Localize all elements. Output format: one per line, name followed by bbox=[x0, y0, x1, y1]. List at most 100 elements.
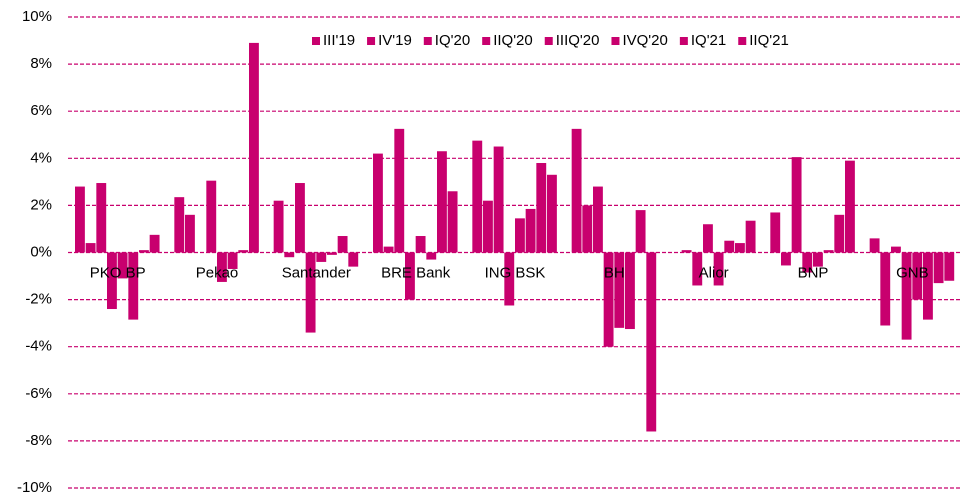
bar bbox=[472, 140, 483, 253]
bar bbox=[735, 243, 745, 253]
bar bbox=[149, 234, 160, 253]
y-tick-label: 8% bbox=[30, 55, 52, 72]
bar bbox=[394, 128, 405, 253]
bar bbox=[869, 238, 880, 253]
bar bbox=[504, 252, 515, 306]
bar bbox=[703, 224, 713, 253]
bar bbox=[813, 252, 823, 267]
bar bbox=[635, 210, 646, 253]
legend-swatch bbox=[312, 37, 320, 45]
bar bbox=[316, 252, 327, 262]
bar bbox=[273, 200, 284, 253]
bar bbox=[437, 151, 447, 253]
bar bbox=[536, 163, 547, 253]
x-tick-label: GNB bbox=[896, 264, 929, 281]
x-tick-label: Alior bbox=[699, 264, 729, 281]
bar bbox=[426, 252, 437, 260]
legend-swatch bbox=[482, 37, 491, 45]
bar bbox=[781, 252, 791, 266]
bar bbox=[337, 236, 348, 253]
bar bbox=[603, 252, 614, 347]
bar bbox=[933, 252, 944, 284]
bar bbox=[227, 252, 238, 269]
bar bbox=[547, 174, 557, 253]
bar bbox=[447, 191, 458, 253]
bar bbox=[117, 252, 128, 279]
legend-label: IVQ'20 bbox=[622, 32, 667, 49]
bar bbox=[845, 160, 855, 253]
bar bbox=[206, 180, 217, 253]
bar bbox=[525, 208, 536, 253]
bar bbox=[571, 128, 582, 253]
legend-label: IV'19 bbox=[378, 32, 412, 49]
legend-label: IIQ'21 bbox=[749, 32, 789, 49]
legend-label: IIIQ'20 bbox=[556, 32, 600, 49]
legend-label: IQ'20 bbox=[435, 32, 470, 49]
bar bbox=[901, 252, 912, 340]
x-tick-label: BH bbox=[604, 264, 625, 281]
legend-label: III'19 bbox=[323, 32, 355, 49]
y-tick-label: 4% bbox=[30, 149, 52, 166]
y-tick-label: 6% bbox=[30, 102, 52, 119]
y-tick-label: -8% bbox=[25, 432, 52, 449]
bar bbox=[745, 220, 756, 253]
legend-label: IIQ'20 bbox=[493, 32, 533, 49]
bar bbox=[327, 252, 337, 255]
bar bbox=[614, 252, 625, 328]
y-tick-label: 2% bbox=[30, 196, 52, 213]
bar bbox=[249, 42, 259, 253]
bar bbox=[834, 214, 845, 253]
bar bbox=[891, 246, 901, 253]
y-tick-label: 10% bbox=[22, 8, 52, 25]
bar bbox=[128, 252, 139, 320]
bar bbox=[75, 186, 85, 253]
bar bbox=[646, 252, 657, 432]
bar bbox=[139, 250, 149, 253]
x-tick-label: BRE Bank bbox=[381, 264, 451, 281]
bar bbox=[724, 240, 735, 253]
bar bbox=[625, 252, 635, 330]
bar bbox=[373, 153, 383, 253]
bar bbox=[85, 243, 96, 253]
bar bbox=[217, 252, 227, 282]
bar bbox=[823, 250, 834, 253]
bar bbox=[348, 252, 359, 267]
bar bbox=[582, 205, 593, 253]
bar bbox=[405, 252, 415, 300]
x-tick-label: Santander bbox=[282, 264, 351, 281]
bar bbox=[515, 218, 525, 253]
x-tick-label: Pekao bbox=[196, 264, 239, 281]
y-tick-label: 0% bbox=[30, 243, 52, 260]
y-tick-label: -4% bbox=[25, 338, 52, 355]
bar bbox=[791, 157, 802, 253]
bar bbox=[880, 252, 891, 326]
bar bbox=[238, 250, 249, 253]
y-tick-label: -10% bbox=[17, 479, 52, 496]
bar bbox=[96, 183, 107, 253]
legend-swatch bbox=[738, 37, 747, 45]
legend-label: IQ'21 bbox=[691, 32, 726, 49]
y-tick-label: -6% bbox=[25, 385, 52, 402]
legend-swatch bbox=[367, 37, 376, 45]
x-tick-label: PKO BP bbox=[90, 264, 146, 281]
bar bbox=[107, 252, 117, 310]
bar bbox=[415, 236, 426, 253]
x-tick-label: ING BSK bbox=[485, 264, 546, 281]
bar bbox=[912, 252, 923, 300]
bar bbox=[493, 146, 504, 253]
y-tick-label: -2% bbox=[25, 291, 52, 308]
bar bbox=[923, 252, 933, 320]
bar bbox=[185, 214, 195, 253]
bar bbox=[681, 250, 692, 253]
legend-swatch bbox=[423, 37, 432, 45]
bar bbox=[692, 252, 703, 286]
bar bbox=[174, 197, 185, 253]
x-tick-label: BNP bbox=[798, 264, 829, 281]
legend-swatch bbox=[544, 37, 553, 45]
bar bbox=[305, 252, 316, 333]
bar bbox=[295, 183, 305, 253]
bar bbox=[383, 246, 394, 253]
bar bbox=[284, 252, 295, 258]
bar bbox=[770, 212, 781, 253]
